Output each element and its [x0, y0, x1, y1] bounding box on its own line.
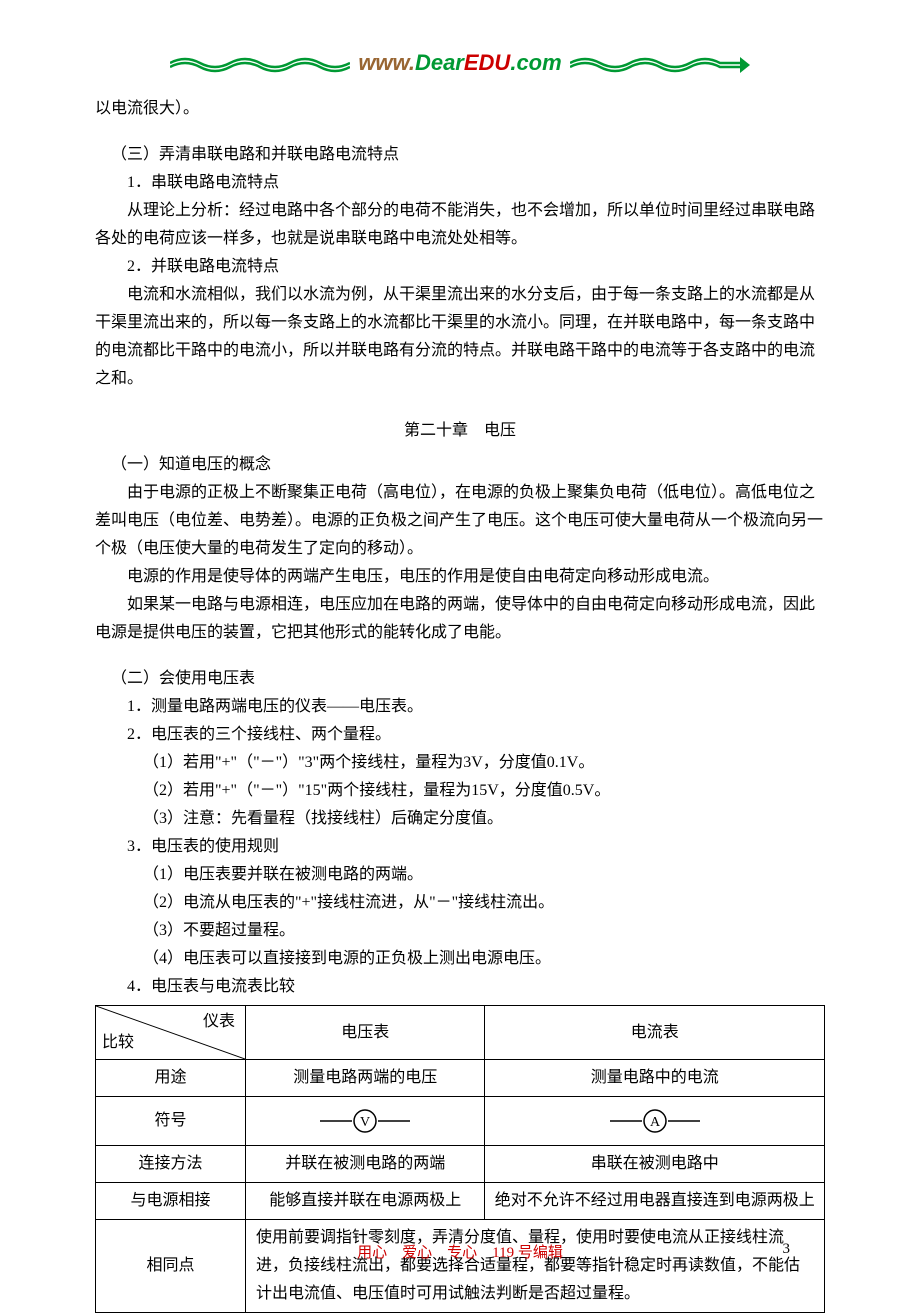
body-text: 由于电源的正极上不断聚集正电荷（高电位），在电源的负极上聚集负电荷（低电位）。高…	[95, 479, 825, 563]
table-row: 符号 V A	[96, 1097, 825, 1146]
table-header-diagonal: 仪表 比较	[96, 1006, 246, 1060]
document-content: 以电流很大）。 （三）弄清串联电路和并联电路电流特点 1．串联电路电流特点 从理…	[95, 95, 825, 1313]
table-cell: 测量电路两端的电压	[246, 1060, 485, 1097]
table-row: 连接方法 并联在被测电路的两端 串联在被测电路中	[96, 1146, 825, 1183]
table-cell: 使用前要调指针零刻度，弄清分度值、量程，使用时要使电流从正接线柱流进，负接线柱流…	[246, 1220, 825, 1313]
table-row: 与电源相接 能够直接并联在电源两极上 绝对不允许不经过用电器直接连到电源两极上	[96, 1183, 825, 1220]
list-item: （3）注意：先看量程（找接线柱）后确定分度值。	[95, 805, 825, 833]
list-item: （3）不要超过量程。	[95, 917, 825, 945]
site-logo-text: www.DearEDU.com	[358, 50, 561, 76]
diag-bot-label: 比较	[102, 1029, 134, 1057]
list-item: （2）若用"+"（"－"）"15"两个接线柱，量程为15V，分度值0.5V。	[95, 777, 825, 805]
table-header: 电压表	[246, 1006, 485, 1060]
list-item: 3．电压表的使用规则	[95, 833, 825, 861]
subsection-heading: 2．并联电路电流特点	[95, 253, 825, 281]
table-cell: 与电源相接	[96, 1183, 246, 1220]
page-footer: 用心 爱心 专心 119 号编辑 3	[0, 1241, 920, 1262]
table-cell: 并联在被测电路的两端	[246, 1146, 485, 1183]
list-item: （2）电流从电压表的"+"接线柱流进，从"－"接线柱流出。	[95, 889, 825, 917]
ammeter-symbol-cell: A	[485, 1097, 825, 1146]
body-text: 电源的作用是使导体的两端产生电压，电压的作用是使自由电荷定向移动形成电流。	[95, 563, 825, 591]
table-cell: 连接方法	[96, 1146, 246, 1183]
wave-right-decoration	[570, 53, 750, 73]
list-item: 2．电压表的三个接线柱、两个量程。	[95, 721, 825, 749]
list-item: （1）电压表要并联在被测电路的两端。	[95, 861, 825, 889]
logo-prefix: www.	[358, 50, 415, 75]
body-text: 如果某一电路与电源相连，电压应加在电路的两端，使导体中的自由电荷定向移动形成电流…	[95, 591, 825, 647]
table-cell: 用途	[96, 1060, 246, 1097]
list-item: （4）电压表可以直接接到电源的正负极上测出电源电压。	[95, 945, 825, 973]
diag-top-label: 仪表	[203, 1008, 235, 1036]
section-heading: （一）知道电压的概念	[95, 451, 825, 479]
section-heading: （二）会使用电压表	[95, 665, 825, 693]
header-banner: www.DearEDU.com	[0, 50, 920, 76]
logo-edu: EDU	[464, 50, 510, 75]
table-header: 电流表	[485, 1006, 825, 1060]
ammeter-symbol-icon: A	[610, 1109, 700, 1133]
body-text: 以电流很大）。	[95, 95, 825, 123]
section-heading: （三）弄清串联电路和并联电路电流特点	[95, 141, 825, 169]
logo-dear: Dear	[415, 50, 464, 75]
table-cell: 符号	[96, 1097, 246, 1146]
svg-text:A: A	[650, 1115, 661, 1130]
list-item: 4．电压表与电流表比较	[95, 973, 825, 1001]
table-cell: 测量电路中的电流	[485, 1060, 825, 1097]
body-text: 从理论上分析：经过电路中各个部分的电荷不能消失，也不会增加，所以单位时间里经过串…	[95, 197, 825, 253]
wave-left-decoration	[170, 53, 350, 73]
subsection-heading: 1．串联电路电流特点	[95, 169, 825, 197]
voltmeter-symbol-cell: V	[246, 1097, 485, 1146]
table-cell: 能够直接并联在电源两极上	[246, 1183, 485, 1220]
svg-text:V: V	[360, 1115, 370, 1130]
page-number: 3	[783, 1241, 791, 1258]
table-cell: 相同点	[96, 1220, 246, 1313]
table-row: 仪表 比较 电压表 电流表	[96, 1006, 825, 1060]
chapter-title: 第二十章 电压	[95, 417, 825, 445]
comparison-table: 仪表 比较 电压表 电流表 用途 测量电路两端的电压 测量电路中的电流 符号 V	[95, 1005, 825, 1313]
list-item: 1．测量电路两端电压的仪表——电压表。	[95, 693, 825, 721]
table-cell: 串联在被测电路中	[485, 1146, 825, 1183]
table-row: 用途 测量电路两端的电压 测量电路中的电流	[96, 1060, 825, 1097]
table-row: 相同点 使用前要调指针零刻度，弄清分度值、量程，使用时要使电流从正接线柱流进，负…	[96, 1220, 825, 1313]
table-cell: 绝对不允许不经过用电器直接连到电源两极上	[485, 1183, 825, 1220]
voltmeter-symbol-icon: V	[320, 1109, 410, 1133]
logo-suffix: .com	[510, 50, 561, 75]
footer-text: 用心 爱心 专心 119 号编辑	[357, 1245, 563, 1261]
body-text: 电流和水流相似，我们以水流为例，从干渠里流出来的水分支后，由于每一条支路上的水流…	[95, 281, 825, 393]
list-item: （1）若用"+"（"－"）"3"两个接线柱，量程为3V，分度值0.1V。	[95, 749, 825, 777]
